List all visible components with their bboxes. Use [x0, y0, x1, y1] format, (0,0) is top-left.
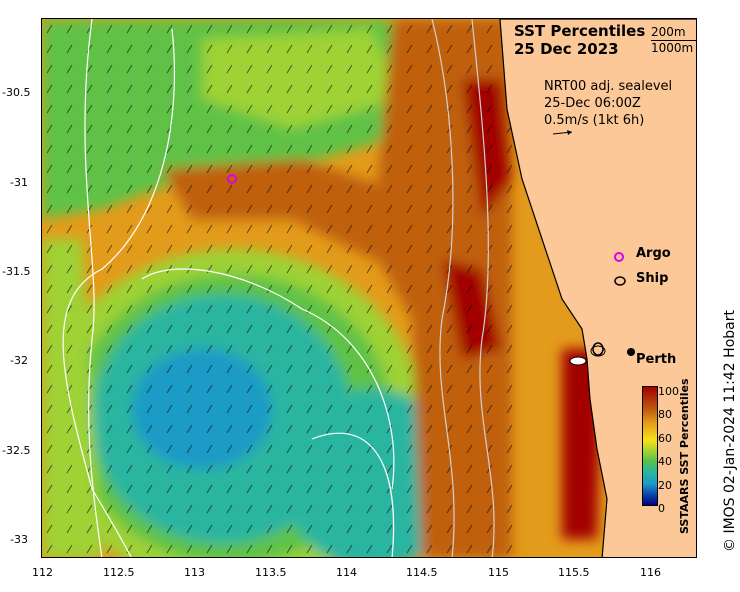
current-arrows [42, 19, 512, 557]
argo-legend-icon [613, 248, 625, 262]
colorbar [642, 386, 658, 506]
colorbar-ticks: 100 80 60 40 20 0 [658, 380, 679, 520]
argo-float-marker [227, 174, 237, 184]
lon-tick: 115 [488, 566, 509, 579]
contour-legend-line [651, 40, 697, 41]
title-line2: 25 Dec 2023 [514, 40, 619, 58]
argo-legend-label: Argo [636, 246, 671, 261]
colorbar-tick: 60 [658, 431, 672, 445]
lon-tick: 112 [32, 566, 53, 579]
lat-tick: -31 [10, 176, 28, 189]
map-title: SST Percentiles 25 Dec 2023 [514, 22, 645, 58]
current-info: NRT00 adj. sealevel 25-Dec 06:00Z 0.5m/s… [544, 78, 672, 129]
lon-tick: 114 [336, 566, 357, 579]
ship-track-marker [592, 342, 604, 356]
current-info-scale: 0.5m/s (1kt 6h) [544, 113, 645, 128]
lon-tick: 113 [184, 566, 205, 579]
colorbar-tick: 80 [658, 408, 672, 422]
colorbar-tick: 0 [658, 502, 665, 516]
imos-credit: © IMOS 02-Jan-2024 11:42 Hobart [722, 310, 738, 552]
title-line1: SST Percentiles [514, 22, 646, 40]
lat-tick: -33 [10, 533, 28, 546]
colorbar-tick: 20 [658, 478, 672, 492]
sst-map[interactable] [41, 18, 697, 558]
lon-tick: 114.5 [406, 566, 438, 579]
contour-legend: 200m 1000m [651, 24, 693, 56]
current-info-source: NRT00 adj. sealevel [544, 79, 673, 94]
scale-arrow-icon [552, 130, 573, 135]
contour-1000m [84, 19, 103, 557]
lon-tick: 113.5 [255, 566, 287, 579]
perth-label: Perth [636, 352, 677, 367]
lat-tick: -32 [10, 354, 28, 367]
lat-tick: -31.5 [2, 265, 31, 278]
lon-tick: 116 [640, 566, 661, 579]
colorbar-tick: 40 [658, 455, 672, 469]
contour-legend-200m: 200m [651, 25, 686, 39]
contour-legend-1000m: 1000m [651, 41, 694, 55]
ship-legend-icon [613, 272, 627, 286]
lat-tick: -32.5 [2, 444, 31, 457]
contour-200m [62, 28, 176, 557]
lon-tick: 112.5 [103, 566, 135, 579]
colorbar-tick: 100 [658, 385, 679, 398]
colorbar-title: SSTAARS SST Percentiles [678, 378, 691, 535]
current-info-time: 25-Dec 06:00Z [544, 96, 641, 111]
sst-map-canvas [42, 19, 696, 557]
lat-tick: -30.5 [2, 86, 31, 99]
perth-marker [627, 348, 635, 356]
lon-tick: 115.5 [558, 566, 590, 579]
ship-legend-label: Ship [636, 271, 669, 286]
